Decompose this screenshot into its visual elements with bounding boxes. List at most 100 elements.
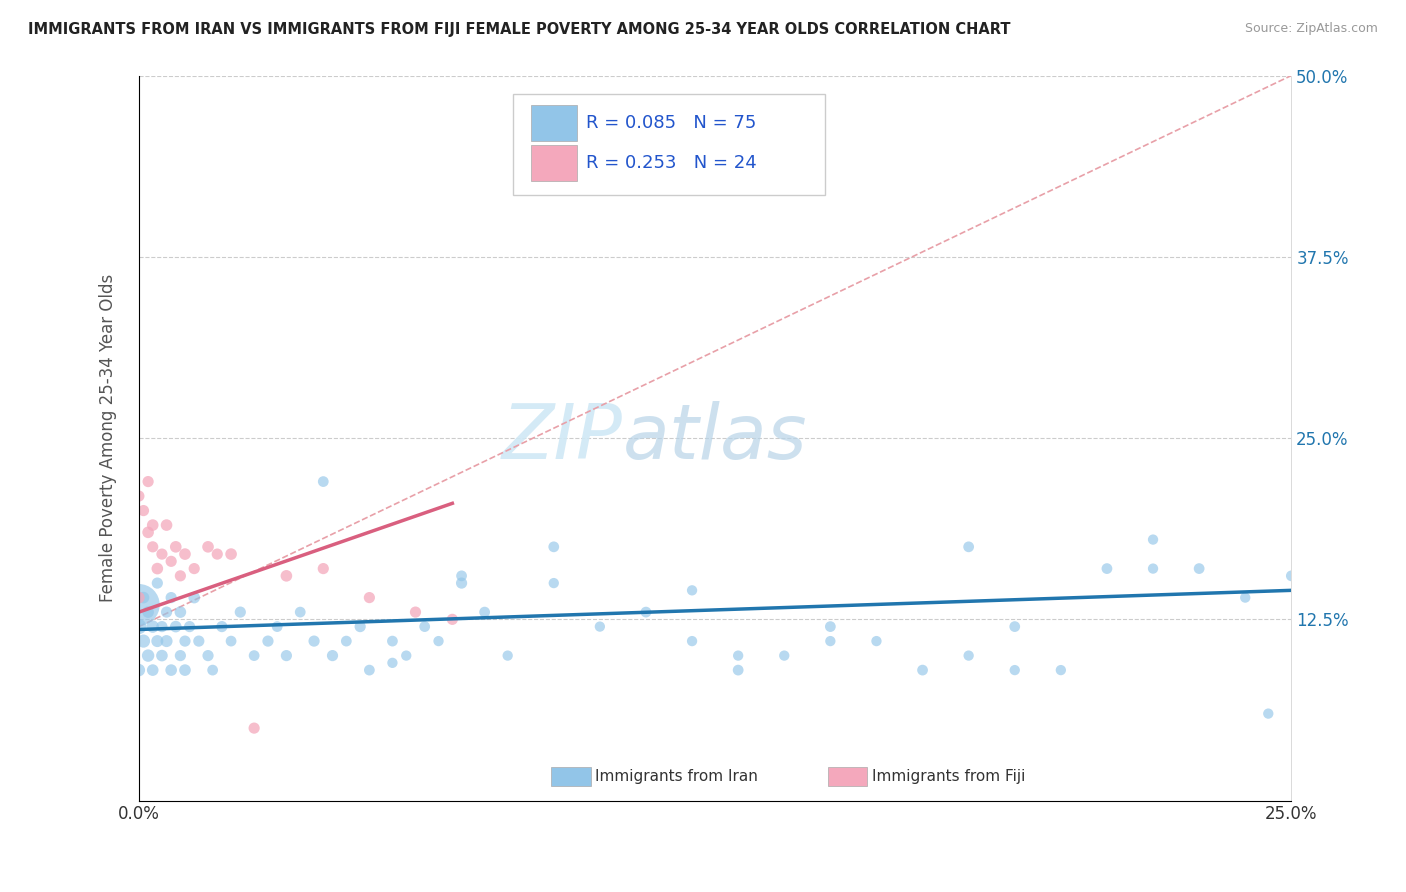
Point <box>132 591 155 605</box>
Point <box>169 569 191 583</box>
Point <box>1234 591 1257 605</box>
Text: Immigrants from Iran: Immigrants from Iran <box>595 769 758 784</box>
Point <box>219 634 242 648</box>
Point <box>160 591 183 605</box>
Point <box>201 663 224 677</box>
FancyBboxPatch shape <box>513 94 824 195</box>
Point <box>174 663 197 677</box>
Point <box>136 648 159 663</box>
Point <box>820 619 842 633</box>
Point <box>155 605 177 619</box>
Point <box>150 619 173 633</box>
Point <box>243 721 266 735</box>
Point <box>302 634 325 648</box>
Text: IMMIGRANTS FROM IRAN VS IMMIGRANTS FROM FIJI FEMALE POVERTY AMONG 25-34 YEAR OLD: IMMIGRANTS FROM IRAN VS IMMIGRANTS FROM … <box>28 22 1011 37</box>
Text: Source: ZipAtlas.com: Source: ZipAtlas.com <box>1244 22 1378 36</box>
Point <box>381 634 404 648</box>
Point <box>169 648 191 663</box>
Point <box>543 576 565 591</box>
Point <box>128 591 150 605</box>
Point <box>142 619 165 633</box>
Point <box>312 475 335 489</box>
Text: atlas: atlas <box>623 401 807 475</box>
Point <box>312 561 335 575</box>
Point <box>150 648 173 663</box>
Point <box>865 634 887 648</box>
Point <box>1257 706 1279 721</box>
Point <box>174 634 197 648</box>
Y-axis label: Female Poverty Among 25-34 Year Olds: Female Poverty Among 25-34 Year Olds <box>100 274 117 602</box>
Point <box>146 561 169 575</box>
Point <box>359 663 381 677</box>
Point <box>165 619 187 633</box>
Point <box>911 663 934 677</box>
Point <box>211 619 233 633</box>
Point <box>276 569 298 583</box>
FancyBboxPatch shape <box>530 145 576 181</box>
Point <box>197 648 219 663</box>
Point <box>290 605 312 619</box>
Point <box>207 547 229 561</box>
Point <box>634 605 657 619</box>
Point <box>142 663 165 677</box>
Point <box>229 605 252 619</box>
Point <box>266 619 288 633</box>
Point <box>128 619 150 633</box>
Point <box>1004 619 1026 633</box>
Point <box>681 634 703 648</box>
Point <box>169 605 191 619</box>
Point <box>681 583 703 598</box>
Point <box>160 554 183 568</box>
Point <box>179 619 201 633</box>
Point <box>132 634 155 648</box>
Point <box>727 663 749 677</box>
Point <box>441 612 464 626</box>
Text: R = 0.253   N = 24: R = 0.253 N = 24 <box>586 154 756 172</box>
Point <box>405 605 427 619</box>
Point <box>136 475 159 489</box>
FancyBboxPatch shape <box>828 767 868 786</box>
Point <box>187 634 209 648</box>
Point <box>155 634 177 648</box>
Point <box>183 591 205 605</box>
Point <box>136 525 159 540</box>
Point <box>219 547 242 561</box>
Text: R = 0.085   N = 75: R = 0.085 N = 75 <box>586 113 756 132</box>
Point <box>727 648 749 663</box>
Point <box>496 648 519 663</box>
Point <box>395 648 418 663</box>
Point <box>957 648 980 663</box>
Point <box>1050 663 1073 677</box>
Point <box>1142 561 1164 575</box>
Point <box>413 619 436 633</box>
Point <box>257 634 280 648</box>
Text: Immigrants from Fiji: Immigrants from Fiji <box>872 769 1025 784</box>
Point <box>474 605 496 619</box>
Point <box>427 634 450 648</box>
Point <box>957 540 980 554</box>
FancyBboxPatch shape <box>530 104 576 141</box>
Point <box>381 656 404 670</box>
FancyBboxPatch shape <box>551 767 591 786</box>
Point <box>142 540 165 554</box>
Point <box>321 648 343 663</box>
Point <box>136 605 159 619</box>
Point <box>1004 663 1026 677</box>
Point <box>183 561 205 575</box>
Point <box>1142 533 1164 547</box>
Point <box>1188 561 1211 575</box>
Point <box>174 547 197 561</box>
Point <box>450 569 472 583</box>
Point <box>1095 561 1118 575</box>
Point <box>165 540 187 554</box>
Point <box>150 547 173 561</box>
Point <box>128 598 150 612</box>
Point <box>146 576 169 591</box>
Point <box>349 619 371 633</box>
Point <box>1279 569 1302 583</box>
Point <box>820 634 842 648</box>
Point <box>132 503 155 517</box>
Point <box>773 648 796 663</box>
Point <box>359 591 381 605</box>
Point <box>146 634 169 648</box>
